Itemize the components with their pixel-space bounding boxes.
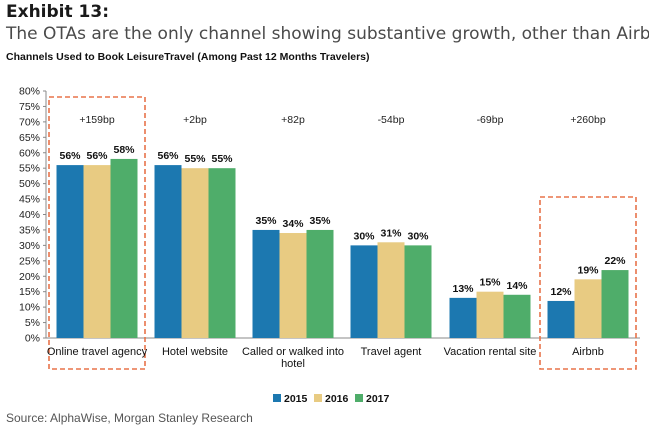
data-label: 56%: [86, 150, 108, 162]
y-tick-label: 0%: [25, 333, 40, 345]
bar: [110, 158, 138, 338]
highlight-box: [48, 96, 146, 370]
bar: [306, 229, 334, 338]
bar: [154, 165, 182, 338]
data-label: 13%: [452, 283, 474, 295]
data-label: 19%: [577, 264, 599, 276]
data-label: 58%: [113, 144, 135, 156]
y-tick-label: 70%: [19, 116, 40, 128]
bar: [476, 291, 504, 338]
bar: [503, 294, 531, 338]
bar: [181, 168, 209, 338]
legend-label: 2015: [284, 393, 308, 405]
category-label: Vacation rental site: [444, 346, 537, 358]
y-tick-label: 50%: [19, 178, 40, 190]
category-label: Travel agent: [361, 346, 422, 358]
chart-title: Channels Used to Book LeisureTravel (Amo…: [6, 51, 370, 63]
y-tick-label: 60%: [19, 147, 40, 159]
bar: [252, 229, 280, 338]
data-label: 31%: [380, 227, 402, 239]
category-label: Airbnb: [572, 346, 604, 358]
y-tick-label: 75%: [19, 101, 40, 113]
bar: [83, 165, 111, 338]
y-tick-label: 15%: [19, 286, 40, 298]
legend-swatch: [273, 394, 281, 402]
legend-label: 2017: [366, 393, 390, 405]
bar: [547, 300, 575, 338]
bar: [350, 245, 378, 338]
data-label: 30%: [407, 230, 429, 242]
change-annotation: +260bp: [570, 114, 605, 126]
data-label: 56%: [157, 150, 179, 162]
y-tick-label: 5%: [25, 317, 40, 329]
y-tick-label: 40%: [19, 209, 40, 221]
category-label: Online travel agency: [47, 346, 148, 358]
data-label: 55%: [211, 153, 233, 165]
data-label: 35%: [255, 215, 277, 227]
data-label: 15%: [479, 277, 501, 289]
bar: [377, 242, 405, 338]
y-tick-label: 35%: [19, 224, 40, 236]
category-label: hotel: [281, 358, 305, 370]
data-label: 12%: [550, 286, 572, 298]
y-tick-label: 10%: [19, 302, 40, 314]
category-label: Hotel website: [162, 346, 228, 358]
y-tick-label: 20%: [19, 271, 40, 283]
category-label: Called or walked into: [242, 346, 344, 358]
change-annotation: -54bp: [378, 114, 405, 126]
data-label: 55%: [184, 153, 206, 165]
bar: [601, 270, 629, 338]
bar: [404, 245, 432, 338]
bar: [574, 279, 602, 338]
data-label: 14%: [506, 280, 528, 292]
legend-swatch: [355, 394, 363, 402]
y-tick-label: 30%: [19, 240, 40, 252]
data-label: 34%: [282, 218, 304, 230]
y-tick-label: 80%: [19, 86, 40, 98]
legend-swatch: [314, 394, 322, 402]
y-tick-label: 65%: [19, 132, 40, 144]
change-annotation: +159bp: [79, 114, 114, 126]
data-label: 56%: [59, 150, 81, 162]
exhibit-label: Exhibit 13:: [6, 2, 110, 22]
source-note: Source: AlphaWise, Morgan Stanley Resear…: [6, 411, 253, 425]
change-annotation: -69bp: [477, 114, 504, 126]
bar: [208, 168, 236, 338]
bar: [56, 165, 84, 338]
y-tick-label: 25%: [19, 255, 40, 267]
change-annotation: +82p: [281, 114, 305, 126]
change-annotation: +2bp: [183, 114, 207, 126]
data-label: 35%: [309, 215, 331, 227]
highlight-box: [539, 196, 637, 370]
bar: [279, 233, 307, 338]
y-tick-label: 55%: [19, 163, 40, 175]
data-label: 30%: [353, 230, 375, 242]
bar: [449, 297, 477, 338]
chart-subtitle: The OTAs are the only channel showing su…: [6, 24, 649, 44]
y-tick-label: 45%: [19, 194, 40, 206]
legend-label: 2016: [325, 393, 349, 405]
data-label: 22%: [604, 255, 626, 267]
